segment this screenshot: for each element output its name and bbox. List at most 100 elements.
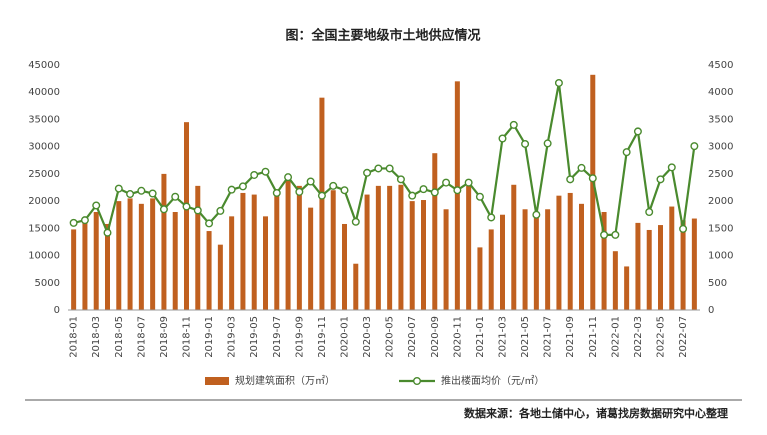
bar	[285, 176, 291, 310]
bar	[319, 97, 325, 311]
line-marker	[408, 191, 417, 200]
x-tick-label: 2021-01	[475, 316, 486, 358]
line-marker	[126, 190, 135, 199]
bar	[691, 218, 697, 310]
bar	[172, 212, 178, 310]
x-tick-label: 2018-03	[91, 316, 102, 358]
bar	[240, 192, 246, 310]
legend-swatch	[413, 377, 422, 386]
bar	[274, 195, 280, 310]
bar	[466, 185, 472, 310]
y-tick-label: 5000	[35, 278, 60, 289]
x-tick-label: 2020-07	[407, 316, 418, 358]
line-marker	[363, 168, 372, 177]
x-tick-label: 2021-07	[543, 316, 554, 358]
line-marker	[385, 164, 394, 173]
y2-tick-label: 0	[708, 305, 714, 316]
bar	[454, 81, 460, 310]
x-tick-label: 2022-03	[633, 316, 644, 358]
x-tick-label: 2021-05	[520, 316, 531, 358]
line-marker	[679, 224, 688, 233]
line-marker	[114, 184, 123, 193]
bar	[680, 220, 686, 310]
bar	[443, 209, 449, 310]
line-marker	[317, 191, 326, 200]
x-tick-label: 2022-05	[656, 316, 667, 358]
line-marker	[171, 192, 180, 201]
line-marker	[159, 205, 168, 214]
line-marker	[419, 185, 428, 194]
x-tick-label: 2019-07	[272, 316, 283, 358]
y-tick-label: 30000	[28, 142, 60, 153]
line-marker	[656, 175, 665, 184]
x-tick-label: 2022-01	[610, 316, 621, 358]
legend-label: 推出楼面均价（元/㎡）	[441, 374, 544, 387]
bar	[646, 229, 652, 310]
line-marker	[577, 163, 586, 172]
bar	[612, 251, 618, 310]
line-marker	[340, 186, 349, 195]
y2-tick-label: 4000	[708, 87, 733, 98]
bar	[567, 192, 573, 310]
x-tick-label: 2020-09	[430, 316, 441, 358]
x-tick-label: 2019-09	[294, 316, 305, 358]
bar	[658, 225, 663, 310]
y-tick-label: 40000	[28, 87, 60, 98]
x-tick-label: 2018-01	[69, 316, 80, 358]
line-marker	[498, 134, 507, 143]
y-tick-label: 25000	[28, 169, 60, 180]
line-marker	[374, 164, 383, 173]
x-tick-label: 2022-07	[678, 316, 689, 358]
x-tick-label: 2019-11	[317, 316, 328, 358]
line-marker	[554, 78, 563, 87]
bar	[556, 195, 562, 310]
bar	[138, 203, 144, 310]
bar	[500, 214, 505, 310]
bar	[71, 229, 77, 310]
line-marker	[600, 230, 609, 239]
line-marker	[69, 218, 78, 227]
bar	[409, 201, 415, 310]
bar	[375, 185, 381, 310]
line-marker	[487, 213, 496, 222]
line-marker	[566, 175, 575, 184]
line-marker	[351, 217, 360, 226]
line-marker	[453, 186, 462, 195]
line-marker	[238, 182, 247, 191]
bar	[364, 194, 370, 310]
line-marker	[261, 167, 270, 176]
bar	[161, 173, 167, 310]
bar	[342, 223, 347, 310]
line-marker	[442, 178, 451, 187]
x-tick-label: 2021-09	[565, 316, 576, 358]
bar	[206, 231, 212, 310]
x-tick-label: 2018-09	[159, 316, 170, 358]
line-marker	[148, 189, 157, 198]
line-marker	[645, 207, 654, 216]
y2-tick-label: 3000	[708, 142, 733, 153]
x-tick-label: 2019-03	[227, 316, 238, 358]
line-marker	[103, 228, 112, 237]
bar	[477, 247, 483, 310]
bar	[669, 206, 675, 310]
x-tick-label: 2020-01	[340, 316, 351, 358]
line-marker	[475, 192, 484, 201]
line-marker	[464, 178, 473, 187]
y2-tick-label: 1000	[708, 251, 733, 262]
x-tick-label: 2020-11	[452, 316, 463, 358]
bar	[296, 185, 302, 310]
line-marker	[193, 206, 202, 215]
x-tick-label: 2021-03	[498, 316, 509, 358]
source-note: 数据来源：各地土储中心，诸葛找房数据研究中心整理	[464, 406, 728, 420]
line-marker	[588, 174, 597, 183]
legend-label: 规划建筑面积（万㎡）	[235, 374, 335, 387]
y-tick-label: 15000	[28, 223, 60, 234]
line-marker	[622, 148, 631, 157]
x-tick-label: 2019-01	[204, 316, 215, 358]
bar	[590, 74, 596, 310]
line-marker	[667, 163, 676, 172]
bar	[635, 222, 641, 310]
bar	[251, 194, 257, 310]
bar	[579, 203, 584, 310]
x-tick-label: 2020-03	[362, 316, 373, 358]
